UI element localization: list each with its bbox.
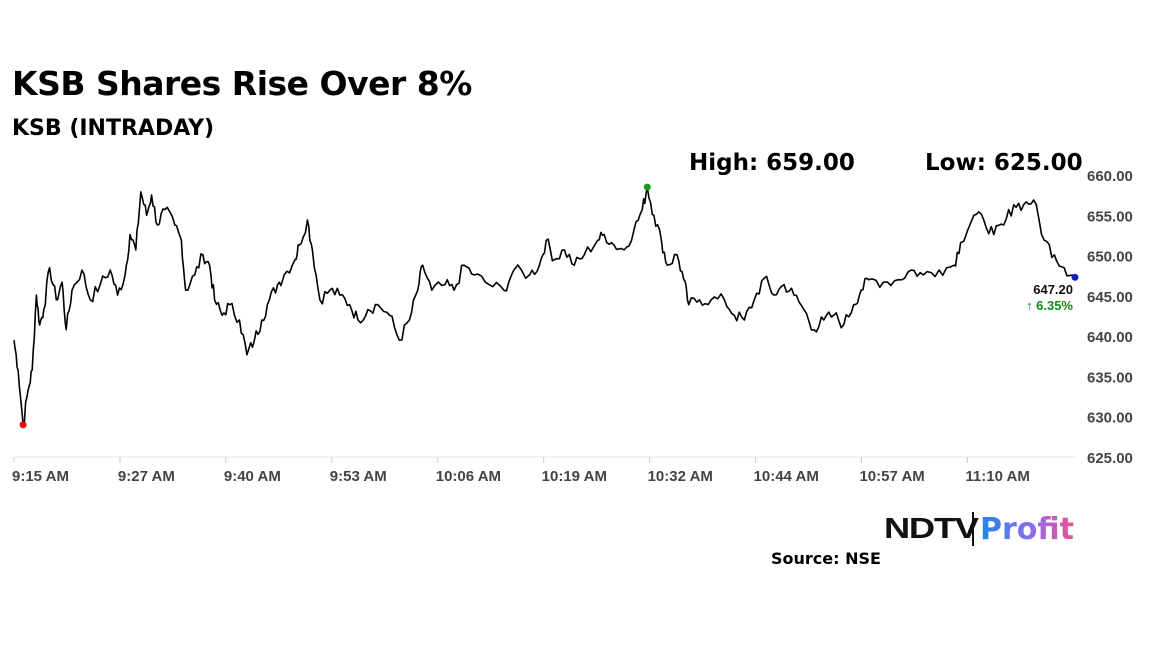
x-tick-label: 10:57 AM	[859, 468, 924, 485]
x-tick-label: 9:15 AM	[12, 468, 69, 485]
x-tick-label: 10:06 AM	[436, 468, 501, 485]
logo-ndtv: NDTV	[884, 512, 979, 545]
low-label: Low: 625.00	[925, 150, 1083, 176]
x-tick-label: 11:10 AM	[965, 468, 1029, 485]
price-line	[13, 186, 1076, 426]
y-tick-label: 630.00	[1087, 410, 1133, 427]
last-value-label: 647.20	[1033, 282, 1073, 297]
y-tick-label: 660.00	[1087, 168, 1133, 185]
y-tick-label: 640.00	[1087, 329, 1133, 346]
ndtv-profit-logo: NDTV Profit	[884, 509, 1074, 549]
y-tick-label: 635.00	[1087, 369, 1133, 386]
x-tick-label: 9:40 AM	[224, 468, 281, 485]
y-tick-label: 645.00	[1087, 289, 1133, 306]
change-label: ↑ 6.35%	[1026, 298, 1073, 313]
x-tick-label: 9:53 AM	[330, 468, 387, 485]
y-tick-label: 625.00	[1087, 450, 1133, 467]
logo-profit: Profit	[980, 511, 1074, 547]
x-tick-label: 10:32 AM	[648, 468, 713, 485]
last-point-marker	[1071, 273, 1079, 281]
x-tick-label: 9:27 AM	[118, 468, 175, 485]
x-tick-label: 10:44 AM	[754, 468, 819, 485]
chart-title: KSB Shares Rise Over 8%	[12, 64, 472, 103]
x-tick-label: 10:19 AM	[542, 468, 607, 485]
source-note: Source: NSE	[771, 549, 881, 568]
chart-subtitle: KSB (INTRADAY)	[12, 116, 215, 141]
high-label: High: 659.00	[689, 150, 855, 176]
logo-divider	[972, 512, 974, 546]
low-point-marker	[19, 421, 27, 429]
high-point-marker	[643, 183, 651, 191]
y-tick-label: 650.00	[1087, 249, 1133, 266]
y-tick-label: 655.00	[1087, 208, 1133, 225]
